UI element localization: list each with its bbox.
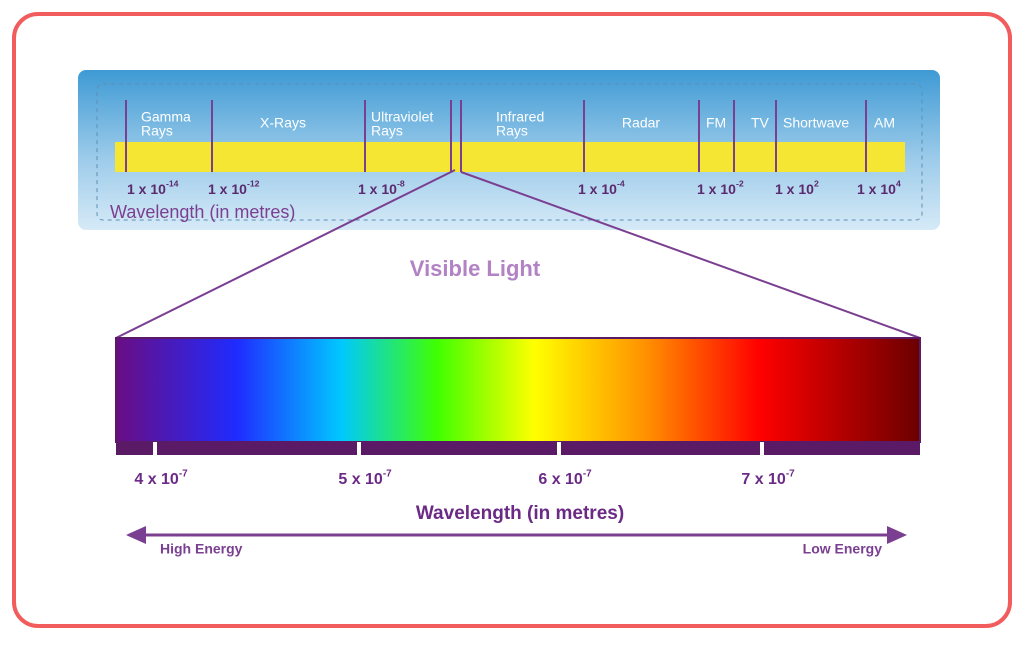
band-label: FM [706,115,726,131]
axis-label: Wavelength (in metres) [110,202,295,222]
tick-mark [557,442,561,455]
tick-label: 1 x 10-14 [127,179,179,197]
zoom-line [115,169,456,339]
tick-label: 1 x 10-2 [697,179,744,197]
tick-base: 1 x 10 [857,181,896,197]
tick-exponent: 4 [896,179,901,189]
axis-label: Wavelength (in metres) [416,503,624,524]
energy-label: High Energy [160,541,243,557]
zoom-line [460,171,921,339]
tick-mark [357,442,361,455]
tick-exponent: -14 [166,179,179,189]
tick-label: 4 x 10-7 [134,468,188,488]
tick-exponent: -2 [736,179,744,189]
band-label: Gamma [141,109,191,125]
tick-base: 1 x 10 [697,181,736,197]
tick-exponent: -4 [617,179,625,189]
band-label: Infrared [496,109,544,125]
tick-label: 6 x 10-7 [538,468,592,488]
band-label: Rays [371,123,403,139]
band-label: Ultraviolet [371,109,433,125]
band-label: X-Rays [260,115,306,131]
arrow-head [126,526,146,544]
band-label: TV [751,115,770,131]
tick-base: 5 x 10 [338,471,383,488]
tick-label: 1 x 10-4 [578,179,625,197]
tick-exponent: -7 [383,468,392,479]
tick-exponent: -7 [179,468,188,479]
band-label: Rays [496,123,528,139]
tick-base: 1 x 10 [358,181,397,197]
tick-label: 5 x 10-7 [338,468,392,488]
tick-exponent: 2 [814,179,819,189]
visible-scale [116,442,920,455]
tick-exponent: -8 [397,179,405,189]
tick-base: 1 x 10 [578,181,617,197]
tick-exponent: -7 [583,468,592,479]
tick-base: 4 x 10 [134,471,179,488]
tick-mark [153,442,157,455]
tick-base: 1 x 10 [127,181,166,197]
energy-label: Low Energy [803,541,883,557]
spectrum-bar [115,142,905,172]
tick-base: 6 x 10 [538,471,583,488]
tick-label: 1 x 10-12 [208,179,260,197]
tick-label: 7 x 10-7 [741,468,795,488]
tick-label: 1 x 10-8 [358,179,405,197]
band-label: Shortwave [783,115,849,131]
band-label: Rays [141,123,173,139]
band-label: Radar [622,115,660,131]
tick-base: 1 x 10 [775,181,814,197]
tick-base: 1 x 10 [208,181,247,197]
arrow-head [887,526,907,544]
tick-exponent: -12 [247,179,260,189]
tick-label: 1 x 104 [857,179,901,197]
band-label: AM [874,115,895,131]
tick-base: 7 x 10 [741,471,786,488]
tick-exponent: -7 [786,468,795,479]
visible-title: Visible Light [410,256,541,281]
tick-mark [760,442,764,455]
dashed-box [96,83,923,221]
tick-label: 1 x 102 [775,179,819,197]
visible-spectrum [115,337,921,443]
